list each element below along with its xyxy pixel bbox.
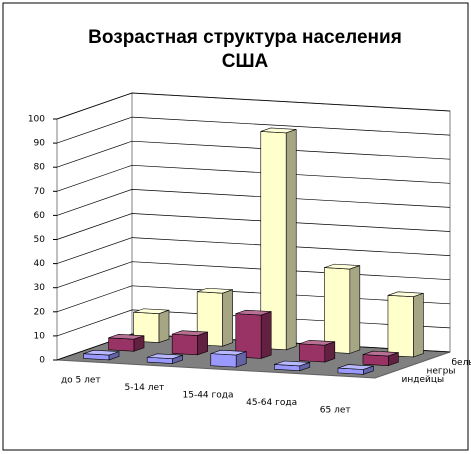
bar — [83, 349, 120, 361]
bar-front — [210, 353, 237, 368]
bar-side — [172, 354, 183, 364]
grid-line — [56, 237, 451, 264]
y-tick-label: 10 — [34, 331, 46, 341]
grid-line — [56, 189, 451, 216]
bar — [210, 349, 247, 368]
y-tick-label: 20 — [34, 307, 46, 317]
bar — [274, 360, 311, 372]
bar — [337, 364, 374, 375]
y-tick-label: 80 — [34, 163, 46, 173]
bar — [299, 339, 336, 363]
y-tick-label: 100 — [28, 115, 45, 125]
y-tick-label: 50 — [34, 235, 46, 245]
x-tick-label: 45-64 года — [246, 398, 297, 408]
x-tick-label: до 5 лет — [61, 375, 101, 385]
depth-label: белые — [452, 358, 471, 368]
bar — [133, 308, 170, 344]
bar-side — [158, 309, 170, 344]
bar-side — [133, 335, 145, 352]
bar-side — [108, 351, 120, 361]
bar — [235, 309, 272, 359]
bar-side — [235, 351, 247, 368]
bar-side — [197, 331, 208, 356]
bar — [387, 291, 424, 358]
bar — [362, 350, 399, 367]
y-tick-label: 90 — [34, 139, 46, 149]
y-tick-label: 60 — [34, 211, 46, 221]
bar-front — [324, 267, 351, 354]
grid-line — [56, 164, 451, 192]
y-tick-label: 30 — [34, 283, 46, 293]
bar-side — [285, 128, 297, 351]
chart-title: Возрастная структура населения США — [88, 27, 402, 72]
grid-line — [56, 116, 451, 144]
bar — [171, 330, 208, 356]
depth-label: индейцы — [402, 375, 445, 385]
x-tick-label: 5-14 лет — [124, 383, 164, 393]
bar-side — [349, 265, 361, 354]
x-tick-label: 15-44 года — [183, 391, 234, 401]
y-tick-label: 40 — [34, 259, 46, 269]
bar-side — [222, 289, 233, 347]
grid-line — [56, 140, 451, 168]
bar-side — [260, 311, 272, 359]
y-tick-label: 70 — [34, 187, 46, 197]
y-tick-label: 0 — [39, 356, 45, 366]
bar — [324, 263, 361, 354]
bar — [108, 333, 145, 352]
bar-front — [387, 294, 414, 358]
grid-line — [56, 213, 451, 240]
bar-side — [413, 292, 424, 358]
depth-label: негры — [427, 367, 456, 377]
bar-side — [388, 352, 399, 367]
bar — [146, 353, 183, 364]
bar-front — [299, 343, 326, 363]
bar-side — [363, 365, 374, 375]
bar-front — [362, 354, 389, 366]
bar — [260, 127, 297, 351]
bar-front — [108, 337, 135, 352]
x-tick-label: 65 лет — [320, 406, 351, 416]
bar-side — [324, 341, 336, 363]
grid-line — [56, 92, 451, 120]
bar-front — [171, 333, 198, 356]
bar-side — [299, 362, 311, 372]
